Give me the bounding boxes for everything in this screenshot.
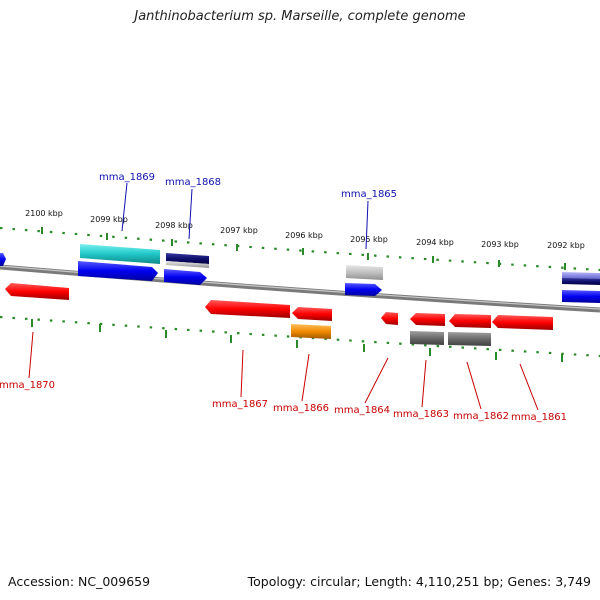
gene-mma_1868-feature — [164, 269, 207, 285]
gene-label-mma_1868[interactable]: mma_1868 — [165, 177, 221, 188]
blue-leader-lines — [121, 182, 369, 250]
tick-label: 2094 kbp — [416, 238, 454, 247]
gene-mma_1864-feature — [381, 312, 398, 325]
gene-mma_1865-feature-light — [346, 265, 383, 280]
gene-mma_1862-feature — [449, 314, 491, 328]
gene-mma_1861-feature — [492, 315, 553, 330]
tick-label: 2096 kbp — [285, 231, 323, 240]
upper-major-ticks — [41, 227, 566, 270]
tick-label: 2099 kbp — [90, 215, 128, 224]
tick-label: 2098 kbp — [155, 221, 193, 230]
gene-mma_1869-feature — [78, 261, 158, 281]
gene-mma_1863-feature-gray — [410, 331, 444, 345]
tick-label: 2097 kbp — [220, 226, 258, 235]
gene-label-mma_1866[interactable]: mma_1866 — [273, 403, 329, 414]
tick-label: 2092 kbp — [547, 241, 585, 250]
gene-label-mma_1862[interactable]: mma_1862 — [453, 411, 509, 422]
gene-mma_1868-light — [166, 261, 209, 268]
upper-tick-ring — [0, 226, 600, 272]
gene-label-mma_1865[interactable]: mma_1865 — [341, 189, 397, 200]
tick-label: 2095 kbp — [350, 235, 388, 244]
gene-label-mma_1863[interactable]: mma_1863 — [393, 409, 449, 420]
gene-mma_1866-feature — [292, 307, 332, 321]
gene-label-mma_1867[interactable]: mma_1867 — [212, 399, 268, 410]
gene-label-mma_1861[interactable]: mma_1861 — [511, 412, 567, 423]
gene-mma_1863-feature — [410, 313, 445, 326]
gene-label-mma_1864[interactable]: mma_1864 — [334, 405, 390, 416]
gene-mma_1869-feature-cyan — [80, 244, 160, 264]
gene-feature-blue-edge-right — [562, 290, 600, 303]
tick-labels: 2100 kbp 2099 kbp 2098 kbp 2097 kbp 2096… — [25, 209, 585, 250]
red-leader-lines — [28, 331, 539, 411]
gene-mma_1867-feature — [205, 300, 290, 318]
tick-label: 2093 kbp — [481, 240, 519, 249]
gene-label-mma_1869[interactable]: mma_1869 — [99, 172, 155, 183]
gene-feature-navy-edge — [562, 278, 600, 285]
gene-label-mma_1870[interactable]: mma_1870 — [0, 380, 55, 391]
gene-mma_1866-feature-orange — [291, 324, 331, 339]
gene-mma_1865-feature — [345, 283, 382, 296]
map-title: Janthinobacterium sp. Marseille, complet… — [134, 9, 466, 24]
lower-major-ticks — [31, 319, 563, 362]
gene-mma_1862-feature-gray — [448, 332, 491, 346]
gene-mma_1870-feature — [5, 283, 69, 300]
gene-mma_1868-feature-navy — [166, 253, 209, 264]
gene-labels: mma_1869 mma_1868 mma_1865 mma_1870 mma_… — [0, 172, 567, 423]
gene-feature-blue-edge — [0, 253, 6, 266]
tick-label: 2100 kbp — [25, 209, 63, 218]
genome-summary-text: Topology: circular; Length: 4,110,251 bp… — [247, 574, 591, 589]
accession-text: Accession: NC_009659 — [8, 574, 151, 589]
